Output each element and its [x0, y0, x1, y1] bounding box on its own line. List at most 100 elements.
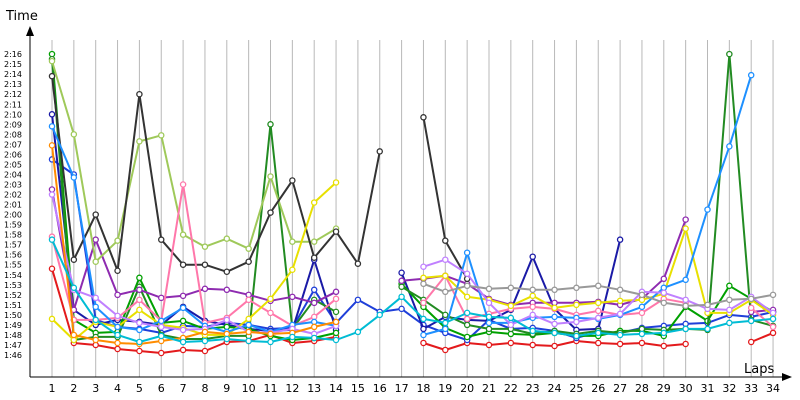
- data-point: [529, 303, 536, 311]
- data-point: [420, 339, 427, 347]
- x-tick-label: 31: [701, 382, 715, 395]
- data-point: [48, 142, 56, 149]
- x-tick-label: 2: [70, 382, 77, 395]
- data-point: [267, 330, 274, 338]
- x-tick-label: 14: [329, 382, 343, 395]
- y-tick-label: 1:52: [4, 291, 22, 300]
- data-point: [551, 304, 558, 312]
- x-tick-label: 30: [679, 382, 693, 395]
- data-point: [573, 332, 580, 340]
- data-point: [245, 328, 252, 336]
- data-point: [92, 303, 99, 311]
- data-point: [201, 328, 209, 336]
- y-tick-label: 1:48: [4, 331, 22, 340]
- data-point: [529, 341, 536, 349]
- data-point: [267, 309, 274, 317]
- data-point: [507, 321, 515, 329]
- data-point: [420, 315, 427, 323]
- data-point: [507, 284, 515, 292]
- data-point: [682, 225, 689, 232]
- data-point: [157, 132, 165, 139]
- data-point: [92, 336, 99, 344]
- x-tick-label: 8: [201, 382, 208, 395]
- data-point: [201, 285, 209, 293]
- data-point: [354, 328, 362, 336]
- data-point: [507, 302, 515, 310]
- data-point: [442, 256, 449, 263]
- series-line: [51, 145, 337, 345]
- data-point: [179, 346, 187, 354]
- series-line: [51, 158, 774, 341]
- series-line: [51, 239, 774, 343]
- data-point: [48, 265, 56, 272]
- y-axis-arrow: [26, 26, 34, 36]
- data-point: [114, 323, 121, 331]
- data-point: [136, 138, 143, 145]
- data-point: [70, 284, 78, 292]
- data-point: [310, 254, 318, 261]
- x-tick-label: 23: [526, 382, 540, 395]
- data-point: [442, 325, 449, 333]
- data-point: [463, 309, 471, 317]
- data-point: [70, 174, 78, 181]
- x-tick-label: 6: [158, 382, 165, 395]
- y-tick-label: 2:10: [4, 110, 22, 119]
- y-tick-label: 2:12: [4, 90, 22, 99]
- data-point: [747, 317, 755, 325]
- data-point: [529, 286, 536, 294]
- x-tick-label: 12: [285, 382, 299, 395]
- data-point: [136, 274, 143, 282]
- data-point: [660, 329, 668, 337]
- data-point: [179, 326, 187, 334]
- data-point: [332, 288, 340, 296]
- data-point: [747, 295, 755, 303]
- x-tick-label: 3: [92, 382, 99, 395]
- data-point: [157, 294, 165, 302]
- x-tick-label: 4: [114, 382, 121, 395]
- data-point: [332, 336, 340, 344]
- x-tick-label: 1: [49, 382, 56, 395]
- data-point: [573, 284, 580, 292]
- data-point: [70, 331, 78, 339]
- y-tick-label: 2:13: [4, 80, 22, 89]
- x-tick-label: 25: [569, 382, 583, 395]
- data-point: [245, 245, 252, 252]
- data-point: [289, 293, 296, 301]
- data-point: [48, 72, 56, 80]
- data-point: [551, 286, 558, 294]
- y-tick-label: 1:54: [4, 271, 22, 280]
- data-point: [463, 249, 471, 256]
- data-point: [747, 71, 755, 79]
- y-tick-label: 2:16: [4, 50, 22, 59]
- data-point: [747, 304, 755, 312]
- data-point: [616, 286, 624, 294]
- data-point: [310, 238, 318, 245]
- data-point: [420, 299, 427, 307]
- data-point: [201, 261, 209, 268]
- data-point: [485, 285, 493, 293]
- data-point: [70, 256, 78, 263]
- data-point: [442, 319, 449, 327]
- x-tick-label: 5: [136, 382, 143, 395]
- axes: [26, 26, 792, 381]
- data-point: [92, 258, 99, 265]
- data-point: [310, 286, 318, 294]
- data-point: [179, 338, 187, 346]
- data-point: [48, 236, 56, 243]
- series-line: [51, 54, 774, 341]
- data-point: [682, 302, 689, 310]
- data-point: [726, 296, 733, 304]
- data-point: [529, 311, 536, 319]
- data-point: [420, 263, 427, 270]
- x-tick-label: 16: [373, 382, 387, 395]
- data-point: [289, 266, 296, 273]
- data-point: [682, 340, 689, 348]
- data-point: [223, 286, 231, 294]
- y-tick-label: 2:03: [4, 180, 22, 189]
- x-tick-label: 26: [591, 382, 605, 395]
- y-tick-label: 2:14: [4, 70, 22, 79]
- data-point: [48, 315, 56, 323]
- data-point: [48, 57, 56, 65]
- x-tick-label: 15: [351, 382, 365, 395]
